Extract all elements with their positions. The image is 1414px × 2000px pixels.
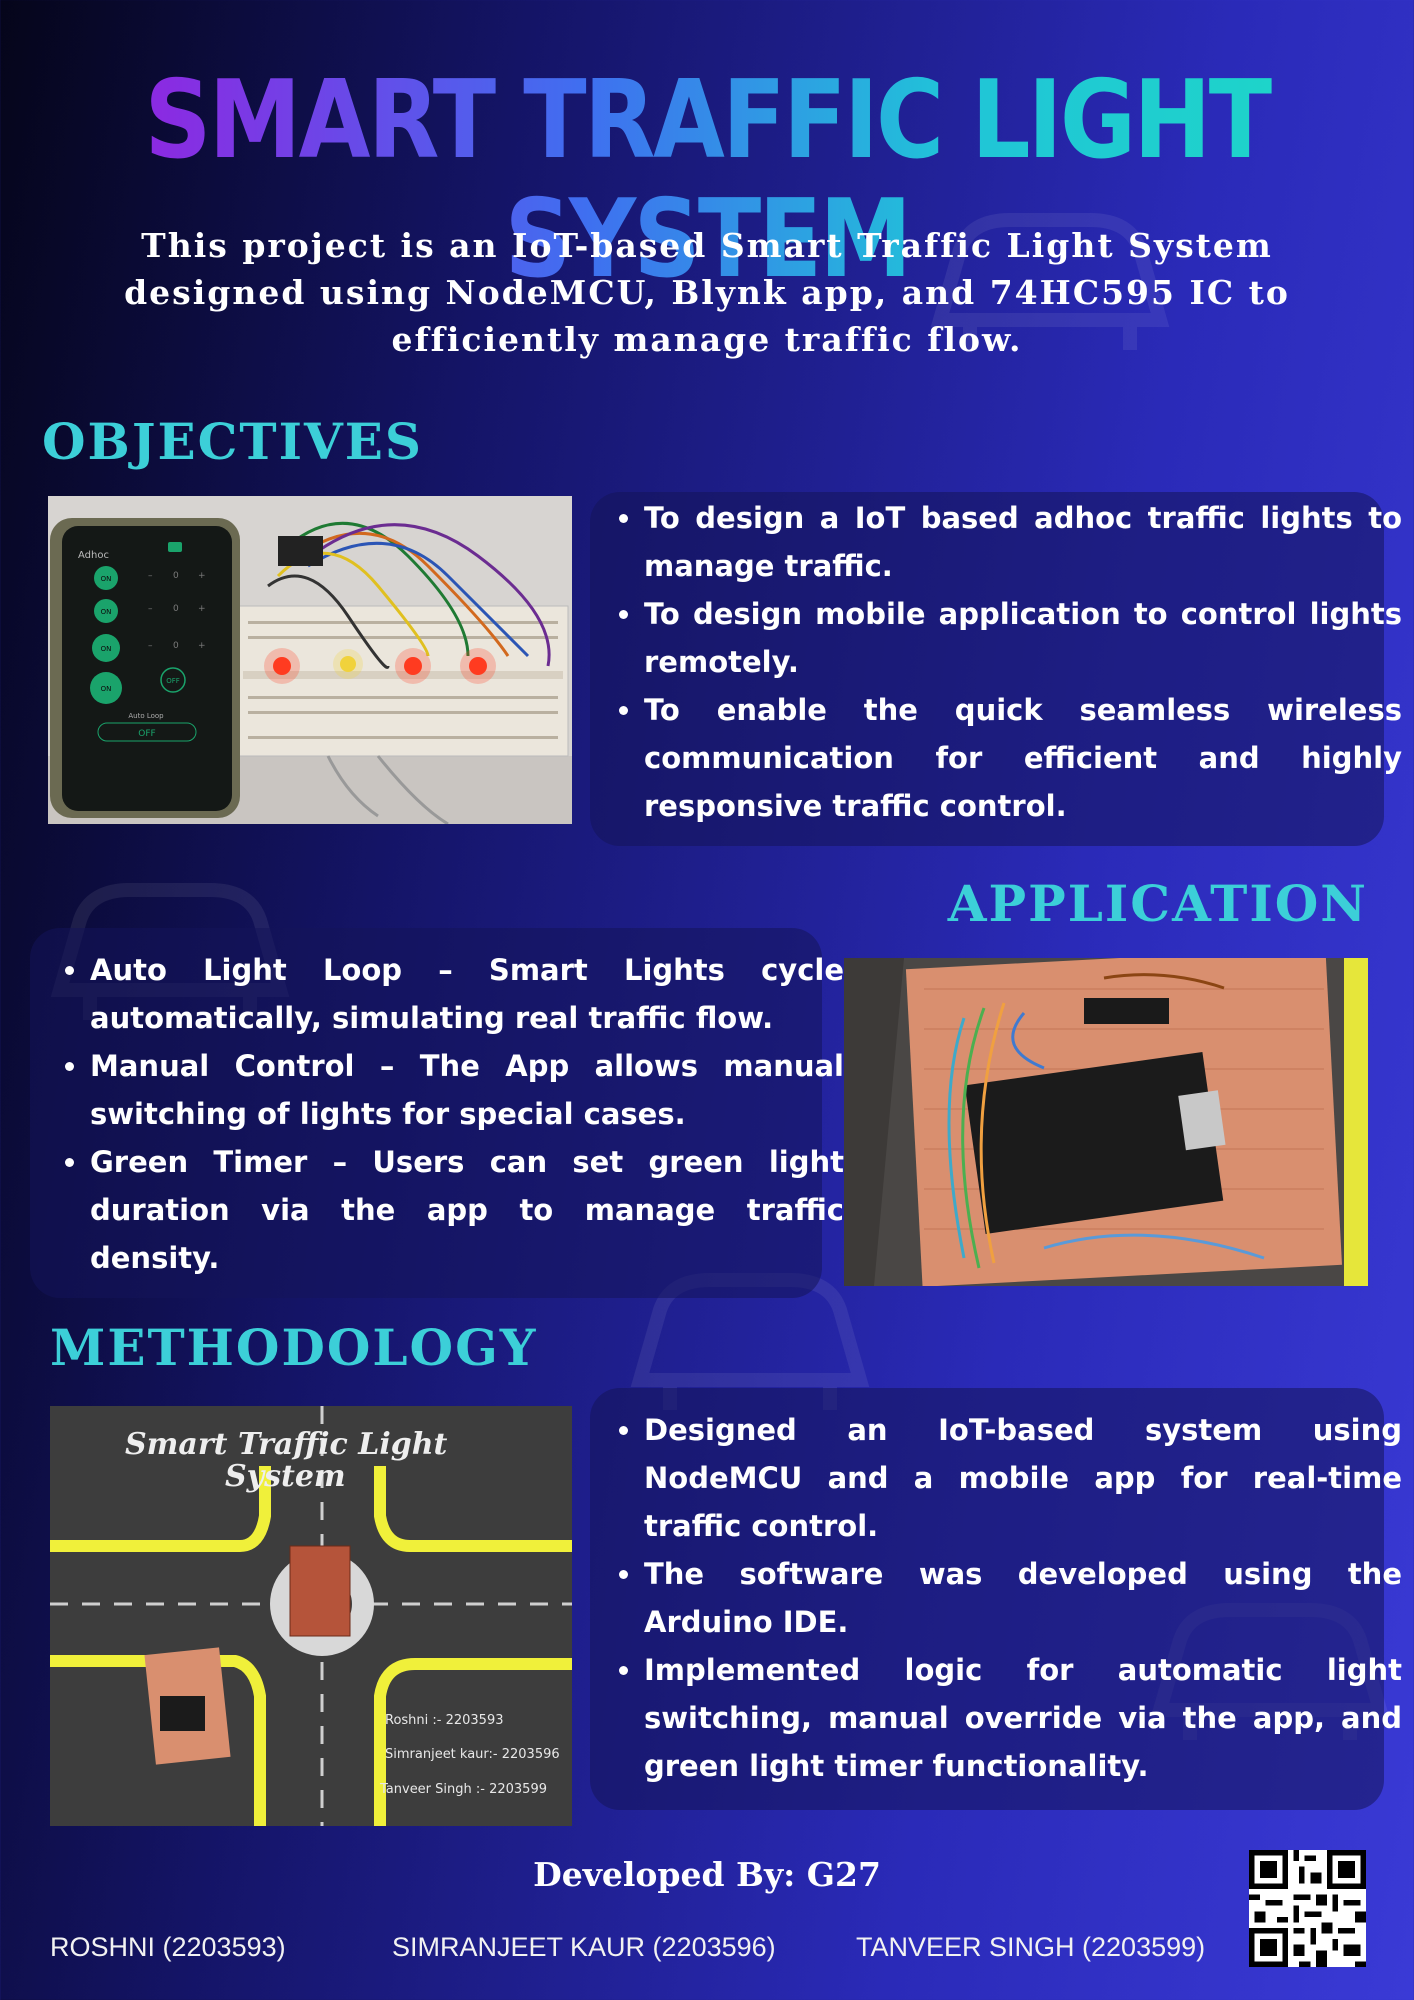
phone-minus: –	[148, 571, 153, 581]
phone-zero: 0	[173, 641, 179, 651]
list-item: To design a IoT based adhoc traffic ligh…	[644, 494, 1402, 590]
phone-plus: +	[198, 604, 206, 614]
objectives-list: To design a IoT based adhoc traffic ligh…	[608, 494, 1402, 830]
traffic-model-photo: Smart Traffic Light System Roshni :- 220…	[50, 1406, 572, 1826]
objectives-panel	[590, 492, 1384, 846]
list-item: Implemented logic for automatic light sw…	[644, 1646, 1402, 1790]
model-name: Simranjeet kaur:- 2203596	[385, 1747, 560, 1762]
list-item: To design mobile application to control …	[644, 590, 1402, 686]
phone-plus: +	[198, 571, 206, 581]
phone-minus: –	[148, 641, 153, 651]
model-name: Tanveer Singh :- 2203599	[379, 1782, 547, 1797]
member-name: SIMRANJEET KAUR (2203596)	[392, 1932, 776, 1962]
model-title-line1: Smart Traffic Light	[125, 1427, 448, 1462]
application-panel	[30, 928, 822, 1298]
application-heading: APPLICATION	[947, 874, 1368, 933]
phone-plus: +	[198, 641, 206, 651]
methodology-list: Designed an IoT-based system using NodeM…	[608, 1406, 1402, 1790]
list-item: To enable the quick seamless wireless co…	[644, 686, 1402, 830]
model-title-line2: System	[225, 1459, 346, 1494]
phone-on-label: ON	[101, 685, 112, 693]
phone-auto-loop-label: Auto Loop	[128, 712, 164, 720]
phone-off-label: OFF	[166, 677, 180, 685]
list-item: Green Timer – Users can set green light …	[90, 1138, 844, 1282]
phone-on-label: ON	[101, 608, 112, 616]
list-item: Designed an IoT-based system using NodeM…	[644, 1406, 1402, 1550]
application-list: Auto Light Loop – Smart Lights cycle aut…	[54, 946, 844, 1282]
phone-on-label: ON	[101, 575, 112, 583]
qr-code-icon[interactable]	[1249, 1850, 1366, 1967]
methodology-heading: METHODOLOGY	[50, 1318, 538, 1377]
car-outline-icon	[930, 213, 1170, 350]
developed-by: Developed By: G27	[533, 1855, 881, 1894]
methodology-panel	[590, 1388, 1384, 1810]
phone-on-label: ON	[101, 645, 112, 653]
member-name: ROSHNI (2203593)	[50, 1932, 286, 1962]
phone-app-name: Adhoc	[78, 550, 109, 561]
phone-zero: 0	[173, 604, 179, 614]
phone-zero: 0	[173, 571, 179, 581]
phone-minus: –	[148, 604, 153, 614]
phone-off-label: OFF	[138, 729, 155, 739]
page-title: SMART TRAFFIC LIGHT SYSTEM	[99, 61, 1315, 300]
list-item: Manual Control – The App allows manual s…	[90, 1042, 844, 1138]
intro-text: This project is an IoT-based Smart Traff…	[124, 226, 1290, 359]
model-name: Roshni :- 2203593	[385, 1713, 504, 1728]
list-item: Auto Light Loop – Smart Lights cycle aut…	[90, 946, 844, 1042]
circuit-board-photo	[844, 958, 1368, 1286]
objectives-heading: OBJECTIVES	[42, 412, 423, 471]
list-item: The software was developed using the Ard…	[644, 1550, 1402, 1646]
member-name: TANVEER SINGH (2203599)	[856, 1932, 1206, 1962]
phone-breadboard-photo: Adhoc ON ON ON ON – 0 + – 0 + – 0 + OFF …	[48, 496, 572, 824]
